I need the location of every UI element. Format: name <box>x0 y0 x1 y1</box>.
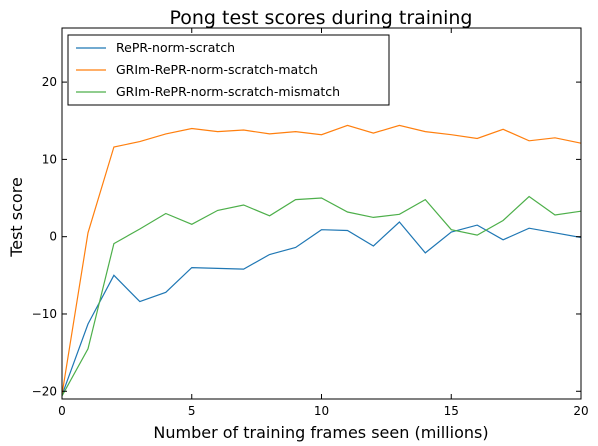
data-point <box>424 198 427 201</box>
data-point <box>476 224 479 227</box>
data-point <box>86 322 89 325</box>
data-point <box>502 219 505 222</box>
data-point <box>294 198 297 201</box>
series-line-3 <box>61 195 582 397</box>
data-point <box>398 124 401 127</box>
data-point <box>476 234 479 237</box>
data-point <box>476 137 479 140</box>
legend-box <box>67 34 390 106</box>
data-point <box>268 253 271 256</box>
data-point <box>320 196 323 199</box>
y-tick-label: −10 <box>32 307 57 321</box>
data-point <box>138 140 141 143</box>
plot-area <box>61 124 582 397</box>
data-point <box>424 130 427 133</box>
data-point <box>424 251 427 254</box>
data-point <box>294 130 297 133</box>
legend-label: GRIm-RePR-norm-scratch-match <box>116 62 318 77</box>
data-point <box>372 244 375 247</box>
data-point <box>190 266 193 269</box>
data-point <box>164 212 167 215</box>
chart-title: Pong test scores during training <box>169 7 472 29</box>
data-point <box>528 139 531 142</box>
data-point <box>216 267 219 270</box>
data-point <box>268 214 271 217</box>
x-tick-label: 20 <box>573 404 588 418</box>
data-point <box>372 216 375 219</box>
data-point <box>216 130 219 133</box>
data-point <box>320 133 323 136</box>
legend: RePR-norm-scratch GRIm-RePR-norm-scratch-… <box>67 34 390 106</box>
y-tick-label: 0 <box>49 230 57 244</box>
data-point <box>320 228 323 231</box>
data-point <box>553 213 556 216</box>
data-point <box>502 128 505 131</box>
y-axis-label: Test score <box>7 177 26 258</box>
data-point <box>164 291 167 294</box>
x-tick-label: 15 <box>444 404 459 418</box>
data-point <box>112 145 115 148</box>
data-point <box>553 136 556 139</box>
series-line-1 <box>61 221 582 396</box>
y-tick-label: 20 <box>42 75 57 89</box>
data-point <box>190 223 193 226</box>
data-point <box>242 268 245 271</box>
data-point <box>528 195 531 198</box>
x-tick-label: 5 <box>188 404 196 418</box>
data-point <box>242 203 245 206</box>
data-point <box>502 238 505 241</box>
data-point <box>190 127 193 130</box>
data-point <box>346 210 349 213</box>
data-point <box>216 209 219 212</box>
x-tick-label: 10 <box>314 404 329 418</box>
data-point <box>398 220 401 223</box>
x-axis-label: Number of training frames seen (millions… <box>153 423 488 442</box>
data-point <box>398 213 401 216</box>
data-point <box>528 227 531 230</box>
data-point <box>346 124 349 127</box>
data-point <box>138 300 141 303</box>
data-point <box>346 229 349 232</box>
data-point <box>553 231 556 234</box>
data-point <box>268 132 271 135</box>
data-point <box>86 347 89 350</box>
data-point <box>138 227 141 230</box>
data-point <box>86 231 89 234</box>
x-tick-label: 0 <box>58 404 66 418</box>
data-point <box>372 132 375 135</box>
data-point <box>450 228 453 231</box>
series-line-2 <box>61 124 582 395</box>
y-tick-label: −20 <box>32 384 57 398</box>
data-point <box>112 242 115 245</box>
data-point <box>450 133 453 136</box>
legend-label: RePR-norm-scratch <box>116 40 235 55</box>
y-tick-label: 10 <box>42 152 57 166</box>
data-point <box>112 274 115 277</box>
data-point <box>242 128 245 131</box>
data-point <box>164 132 167 135</box>
legend-label: GRIm-RePR-norm-scratch-mismatch <box>116 84 340 99</box>
data-point <box>294 246 297 249</box>
axis-ticks: 0 5 10 15 20 −20 −10 0 10 20 <box>32 28 589 418</box>
